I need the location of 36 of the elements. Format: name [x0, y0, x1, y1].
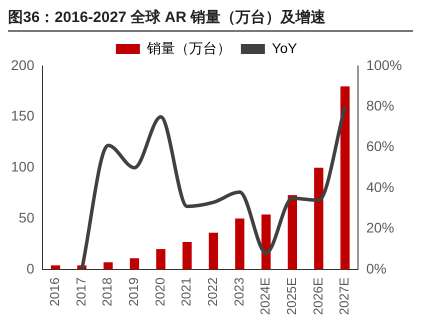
x-tick-label: 2023 — [231, 277, 246, 306]
y2-tick-label: 60% — [366, 138, 394, 154]
y-tick-label: 150 — [11, 108, 35, 124]
x-tick-label: 2027E — [336, 277, 352, 316]
x-tick-label: 2025E — [284, 277, 299, 316]
bar — [340, 86, 350, 270]
y2-tick-label: 40% — [366, 178, 394, 195]
y2-tick-label: 20% — [366, 220, 394, 236]
x-tick-label: 2021 — [178, 277, 194, 306]
bar — [314, 168, 324, 270]
x-tick-label: 2026E — [310, 277, 326, 316]
y-tick-label: 0 — [26, 260, 35, 276]
line-series — [80, 104, 347, 270]
bar — [288, 195, 297, 270]
legend-label: YoY — [272, 40, 298, 56]
bar — [235, 218, 244, 270]
x-tick-label: 2018 — [100, 277, 115, 306]
bar — [130, 258, 140, 270]
chart-title: 图36：2016-2027 全球 AR 销量（万台）及增速 — [8, 8, 413, 32]
x-tick-label: 2020 — [152, 277, 168, 306]
x-tick-label: 2019 — [126, 277, 142, 306]
x-tick-label: 2024E — [258, 277, 273, 316]
y2-tick-label: 0% — [366, 260, 386, 276]
x-tick-label: 2022 — [205, 277, 220, 306]
y-tick-label: 50 — [18, 209, 35, 226]
bar — [208, 232, 218, 270]
bar — [182, 242, 192, 270]
y2-tick-label: 100% — [366, 56, 402, 73]
y2-tick-label: 80% — [366, 98, 394, 114]
y-tick-label: 200 — [11, 56, 35, 73]
bar — [104, 262, 113, 270]
bar — [156, 249, 166, 270]
x-tick-label: 2017 — [73, 277, 88, 306]
y-tick-label: 100 — [11, 158, 35, 175]
x-tick-label: 2016 — [47, 277, 62, 306]
legend-label: 销量（万台） — [146, 40, 231, 56]
